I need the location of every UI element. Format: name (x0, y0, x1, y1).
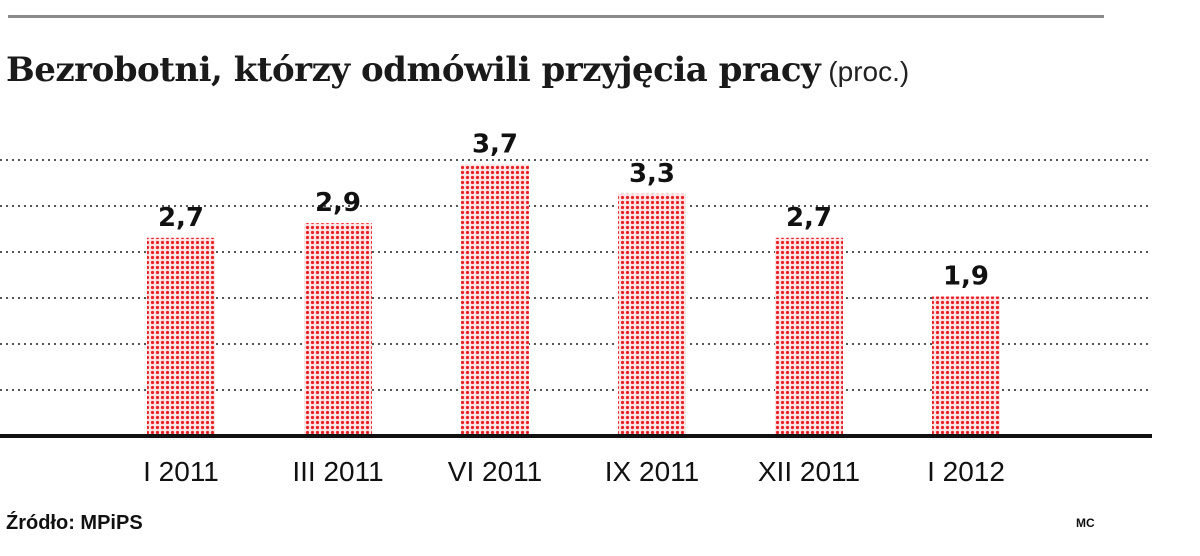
value-labels: 2,7 2,9 3,7 3,3 2,7 1,9 (158, 129, 989, 291)
bar-value-label: 3,3 (629, 159, 675, 189)
bar (932, 296, 1000, 436)
top-rule (8, 15, 1104, 18)
category-label: VI 2011 (448, 456, 542, 487)
bar-value-label: 2,7 (786, 203, 832, 233)
category-label: I 2011 (143, 456, 219, 487)
category-label: III 2011 (292, 456, 383, 487)
category-label: XII 2011 (758, 456, 860, 487)
bar (775, 237, 843, 436)
author-credit: MC (1076, 516, 1095, 530)
bar (461, 164, 529, 437)
bar-value-label: 3,7 (472, 129, 518, 159)
bars (147, 164, 1000, 437)
bar-value-label: 2,9 (315, 188, 361, 218)
bar-value-label: 1,9 (943, 262, 989, 292)
chart-title: Bezrobotni, którzy odmówili przyjęcia pr… (6, 50, 821, 90)
title-block: Bezrobotni, którzy odmówili przyjęcia pr… (6, 50, 909, 90)
bar (618, 193, 686, 436)
chart-unit: (proc.) (828, 56, 910, 87)
bar (304, 223, 372, 436)
bar (147, 237, 215, 436)
bar-value-label: 2,7 (158, 203, 204, 233)
category-label: IX 2011 (605, 456, 699, 487)
category-label: I 2012 (927, 456, 1005, 487)
source-note: Źródło: MPiPS (6, 512, 143, 534)
category-labels: I 2011 III 2011 VI 2011 IX 2011 XII 2011 I 20… (143, 456, 1005, 487)
